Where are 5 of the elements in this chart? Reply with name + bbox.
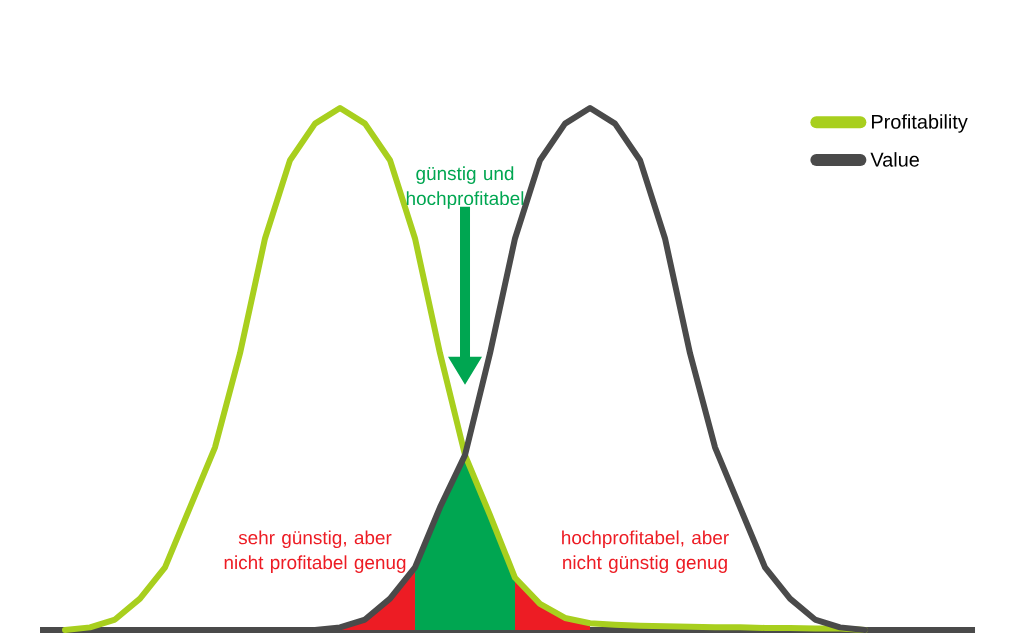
legend-label: Value	[870, 152, 919, 167]
annotation: hochprofitabel, aber nicht günstig genug	[562, 530, 729, 573]
annotation: günstig und hochprofitabel	[406, 166, 524, 209]
legend-label: Profitability	[872, 114, 968, 133]
annotation: sehr günstig, aber nicht profitabel genug	[224, 530, 406, 573]
